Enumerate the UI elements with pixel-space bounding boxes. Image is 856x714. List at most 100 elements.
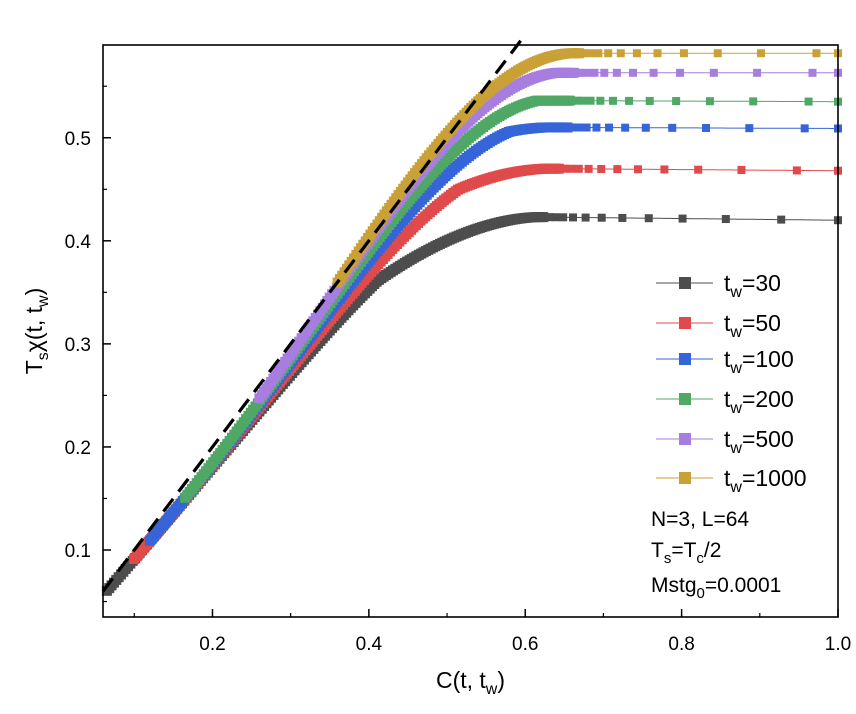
data-point [574,164,583,173]
data-point [592,123,601,132]
data-point [618,213,627,222]
data-point [632,49,641,58]
data-point [644,214,653,223]
data-point [616,49,625,58]
x-tick-label: 0.6 [512,634,538,655]
data-point [590,68,599,77]
y-axis-title: Tsχ(t, tw) [21,288,52,375]
data-point [641,123,650,132]
svg-text:tw=500: tw=500 [724,426,794,457]
y-tick-label: 0.1 [65,541,91,562]
data-point [596,96,605,105]
annotation-temperature: Ts=Tc/2 [651,539,721,567]
data-point [556,164,565,173]
legend-marker [679,353,691,365]
y-tick-label: 0.5 [65,129,91,150]
data-point [600,68,609,77]
data-point [713,49,722,58]
legend-marker [679,277,691,289]
data-point [569,213,578,222]
data-point [812,49,821,58]
legend-item-tw30: tw=30 [656,270,781,301]
legend-marker [679,317,691,329]
data-point [721,215,730,224]
data-point [568,123,577,132]
x-tick-label: 0.8 [668,634,694,655]
data-point [594,49,603,58]
data-point [757,49,766,58]
data-point [567,164,576,173]
y-tick-label: 0.3 [65,335,91,356]
data-point [705,97,714,106]
data-point [597,164,606,173]
annotation-stagger-field: Mstg0=0.0001 [651,574,781,602]
data-point [581,213,590,222]
data-point [568,96,577,105]
data-point [605,123,614,132]
data-point [586,96,595,105]
data-point [694,165,703,174]
annotations: N=3, L=64 Ts=Tc/2 Mstg0=0.0001 [651,508,781,602]
data-point [792,166,801,175]
data-point [649,68,658,77]
data-point [628,68,637,77]
data-point [559,213,568,222]
data-point [672,97,681,106]
legend-item-tw200: tw=200 [656,386,794,417]
data-point [745,124,754,133]
data-point [580,49,589,58]
data-point [582,123,591,132]
x-tick-label: 0.2 [199,634,225,655]
legend-marker [679,433,691,445]
data-point [753,68,762,77]
svg-text:tw=30: tw=30 [724,270,781,301]
data-point [633,165,642,174]
data-point [777,215,786,224]
legend-item-tw50: tw=50 [656,310,781,341]
svg-text:tw=50: tw=50 [724,310,781,341]
data-point [545,213,554,222]
data-point [621,123,630,132]
svg-text:tw=100: tw=100 [724,346,794,377]
legend-item-tw1000: tw=1000 [656,465,807,496]
data-point [676,68,685,77]
legend-marker [679,472,691,484]
data-point [668,123,677,132]
data-point [737,166,746,175]
y-tick-label: 0.2 [65,438,91,459]
plot-frame [102,44,839,618]
data-point [551,213,560,222]
data-point [561,164,570,173]
legend: tw=30 tw=50 tw=100 tw=200 tw=500 tw=1000 [656,270,807,496]
data-point [572,68,581,77]
data-point [678,214,687,223]
svg-text:tw=200: tw=200 [724,386,794,417]
data-point [575,49,584,58]
data-point [625,96,634,105]
data-point [564,123,573,132]
legend-item-tw500: tw=500 [656,426,794,457]
x-tick-label: 1.0 [825,634,851,655]
annotation-system-size: N=3, L=64 [651,508,749,531]
svg-text:tw=1000: tw=1000 [724,465,807,496]
data-point [574,123,583,132]
data-point [578,96,587,105]
x-tick-label: 0.4 [356,634,383,655]
y-tick-label: 0.4 [65,232,92,253]
x-axis-title: C(t, tw) [436,667,505,698]
data-point [540,213,549,222]
data-point [612,68,621,77]
data-point [645,96,654,105]
data-point [800,124,809,133]
data-point [572,96,581,105]
ticks-layer: 0.2 0.4 0.6 0.8 1.0 0.1 0.2 0.3 0.4 0.5 [65,85,851,655]
data-point [804,97,813,106]
legend-marker [679,393,691,405]
data-point [608,96,617,105]
data-point [749,97,758,106]
data-point [709,68,718,77]
reference-dashed-line [101,33,527,593]
data-point [586,49,595,58]
data-point [604,49,613,58]
